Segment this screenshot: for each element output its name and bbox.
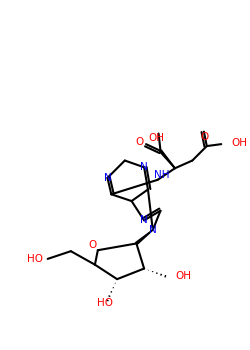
Polygon shape: [136, 230, 153, 244]
Text: N: N: [140, 162, 148, 172]
Text: O: O: [135, 137, 143, 147]
Text: N: N: [104, 173, 111, 183]
Text: OH: OH: [231, 138, 247, 148]
Text: N: N: [149, 225, 157, 235]
Text: OH: OH: [149, 133, 165, 143]
Text: HO: HO: [96, 298, 112, 308]
Text: OH: OH: [175, 271, 191, 281]
Polygon shape: [160, 150, 175, 168]
Text: O: O: [201, 132, 209, 142]
Text: N: N: [140, 215, 148, 225]
Text: O: O: [88, 240, 96, 250]
Text: HO: HO: [27, 254, 43, 264]
Text: NH: NH: [154, 170, 169, 180]
